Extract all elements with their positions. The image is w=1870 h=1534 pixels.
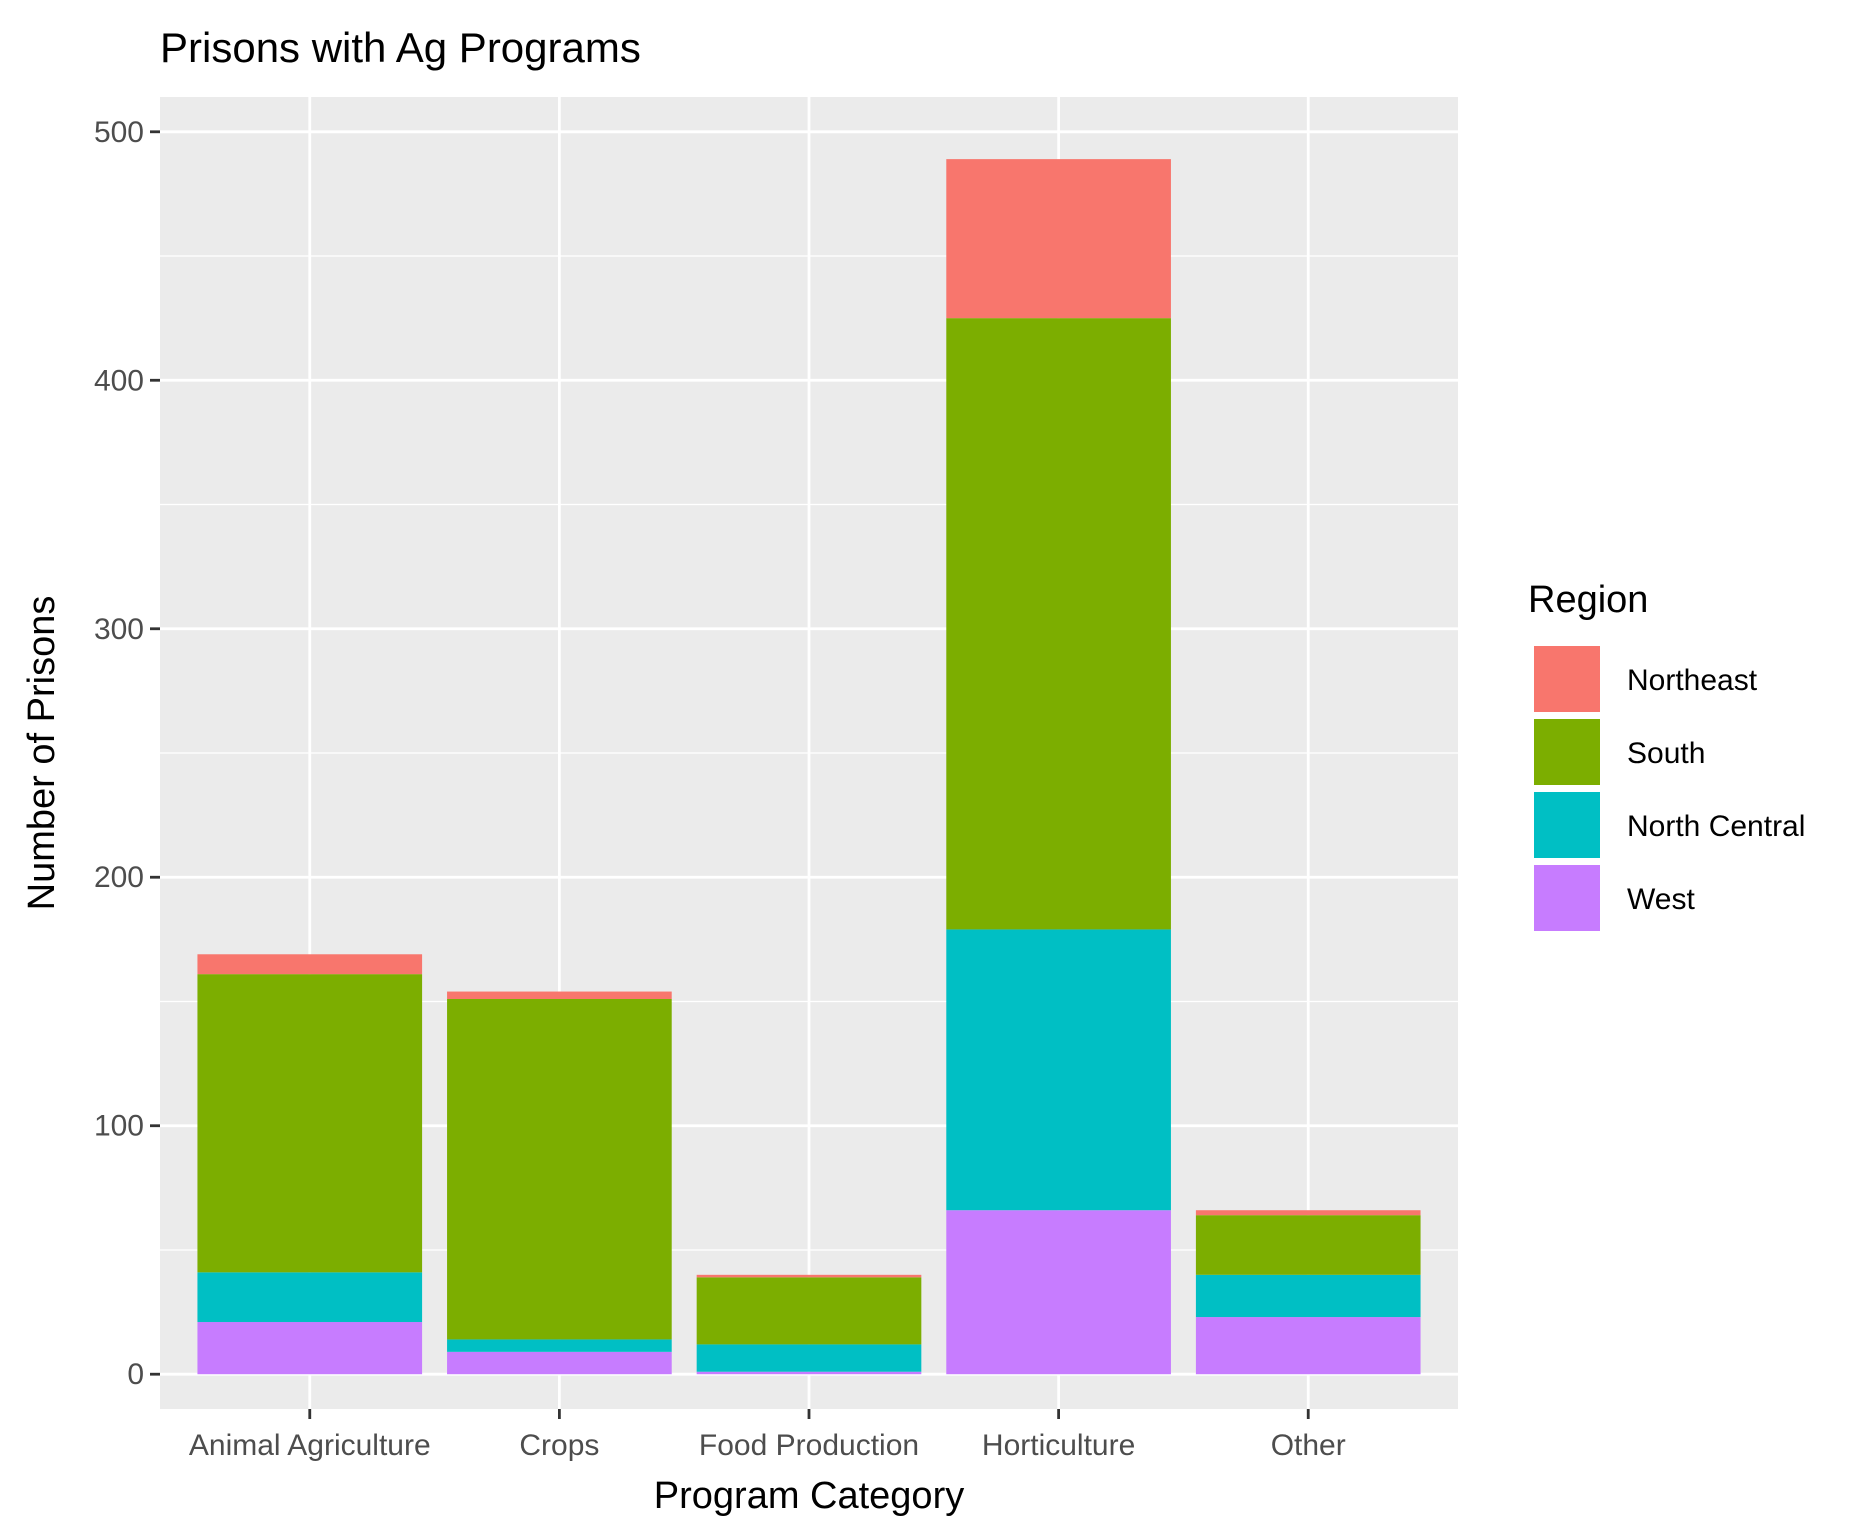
legend-key: [1534, 719, 1600, 785]
legend-label: Northeast: [1627, 664, 1758, 697]
chart-title: Prisons with Ag Programs: [160, 24, 641, 71]
bar-north-central: [696, 1344, 922, 1372]
bar-northeast: [197, 954, 423, 975]
legend-key: [1534, 792, 1600, 858]
bar-west: [1195, 1317, 1421, 1375]
bar-west: [447, 1351, 672, 1375]
bar-south: [1195, 1215, 1421, 1275]
y-tick-label: 100: [94, 1110, 144, 1143]
bar-west: [197, 1322, 423, 1375]
legend: Region Northeast South North Central West: [1528, 579, 1805, 931]
x-tick-label: Food Production: [699, 1429, 919, 1462]
bar-layer: [197, 159, 1421, 1375]
y-tick-label: 300: [94, 613, 144, 646]
y-axis-title: Number of Prisons: [21, 596, 63, 911]
legend-key: [1534, 865, 1600, 931]
bar-west: [696, 1371, 922, 1375]
legend-key: [1534, 646, 1600, 712]
bar-north-central: [1195, 1274, 1421, 1318]
axis-layer: 0 100 200 300 400 500 Animal Agriculture Crops F…: [94, 116, 1346, 1462]
x-tick-label: Crops: [519, 1429, 599, 1462]
x-tick-label: Horticulture: [982, 1429, 1135, 1462]
bar-northeast: [447, 991, 672, 999]
x-tick-label: Animal Agriculture: [189, 1429, 431, 1462]
x-tick-label: Other: [1271, 1429, 1346, 1462]
y-tick-label: 0: [127, 1358, 144, 1391]
x-axis-title: Program Category: [654, 1475, 964, 1517]
bar-north-central: [946, 929, 1171, 1211]
legend-label: West: [1627, 883, 1695, 916]
bar-north-central: [197, 1272, 423, 1323]
y-tick-label: 400: [94, 364, 144, 397]
legend-label: South: [1627, 737, 1705, 770]
bar-north-central: [447, 1339, 672, 1352]
bar-south: [447, 999, 672, 1340]
legend-label: North Central: [1627, 810, 1805, 843]
bar-west: [946, 1210, 1171, 1375]
bar-south: [696, 1277, 922, 1345]
bar-northeast: [1195, 1210, 1421, 1216]
y-tick-label: 500: [94, 116, 144, 149]
legend-title: Region: [1528, 579, 1648, 621]
bar-northeast: [946, 159, 1171, 319]
bar-south: [197, 974, 423, 1273]
bar-south: [946, 318, 1171, 930]
y-tick-label: 200: [94, 861, 144, 894]
bar-northeast: [696, 1274, 922, 1278]
